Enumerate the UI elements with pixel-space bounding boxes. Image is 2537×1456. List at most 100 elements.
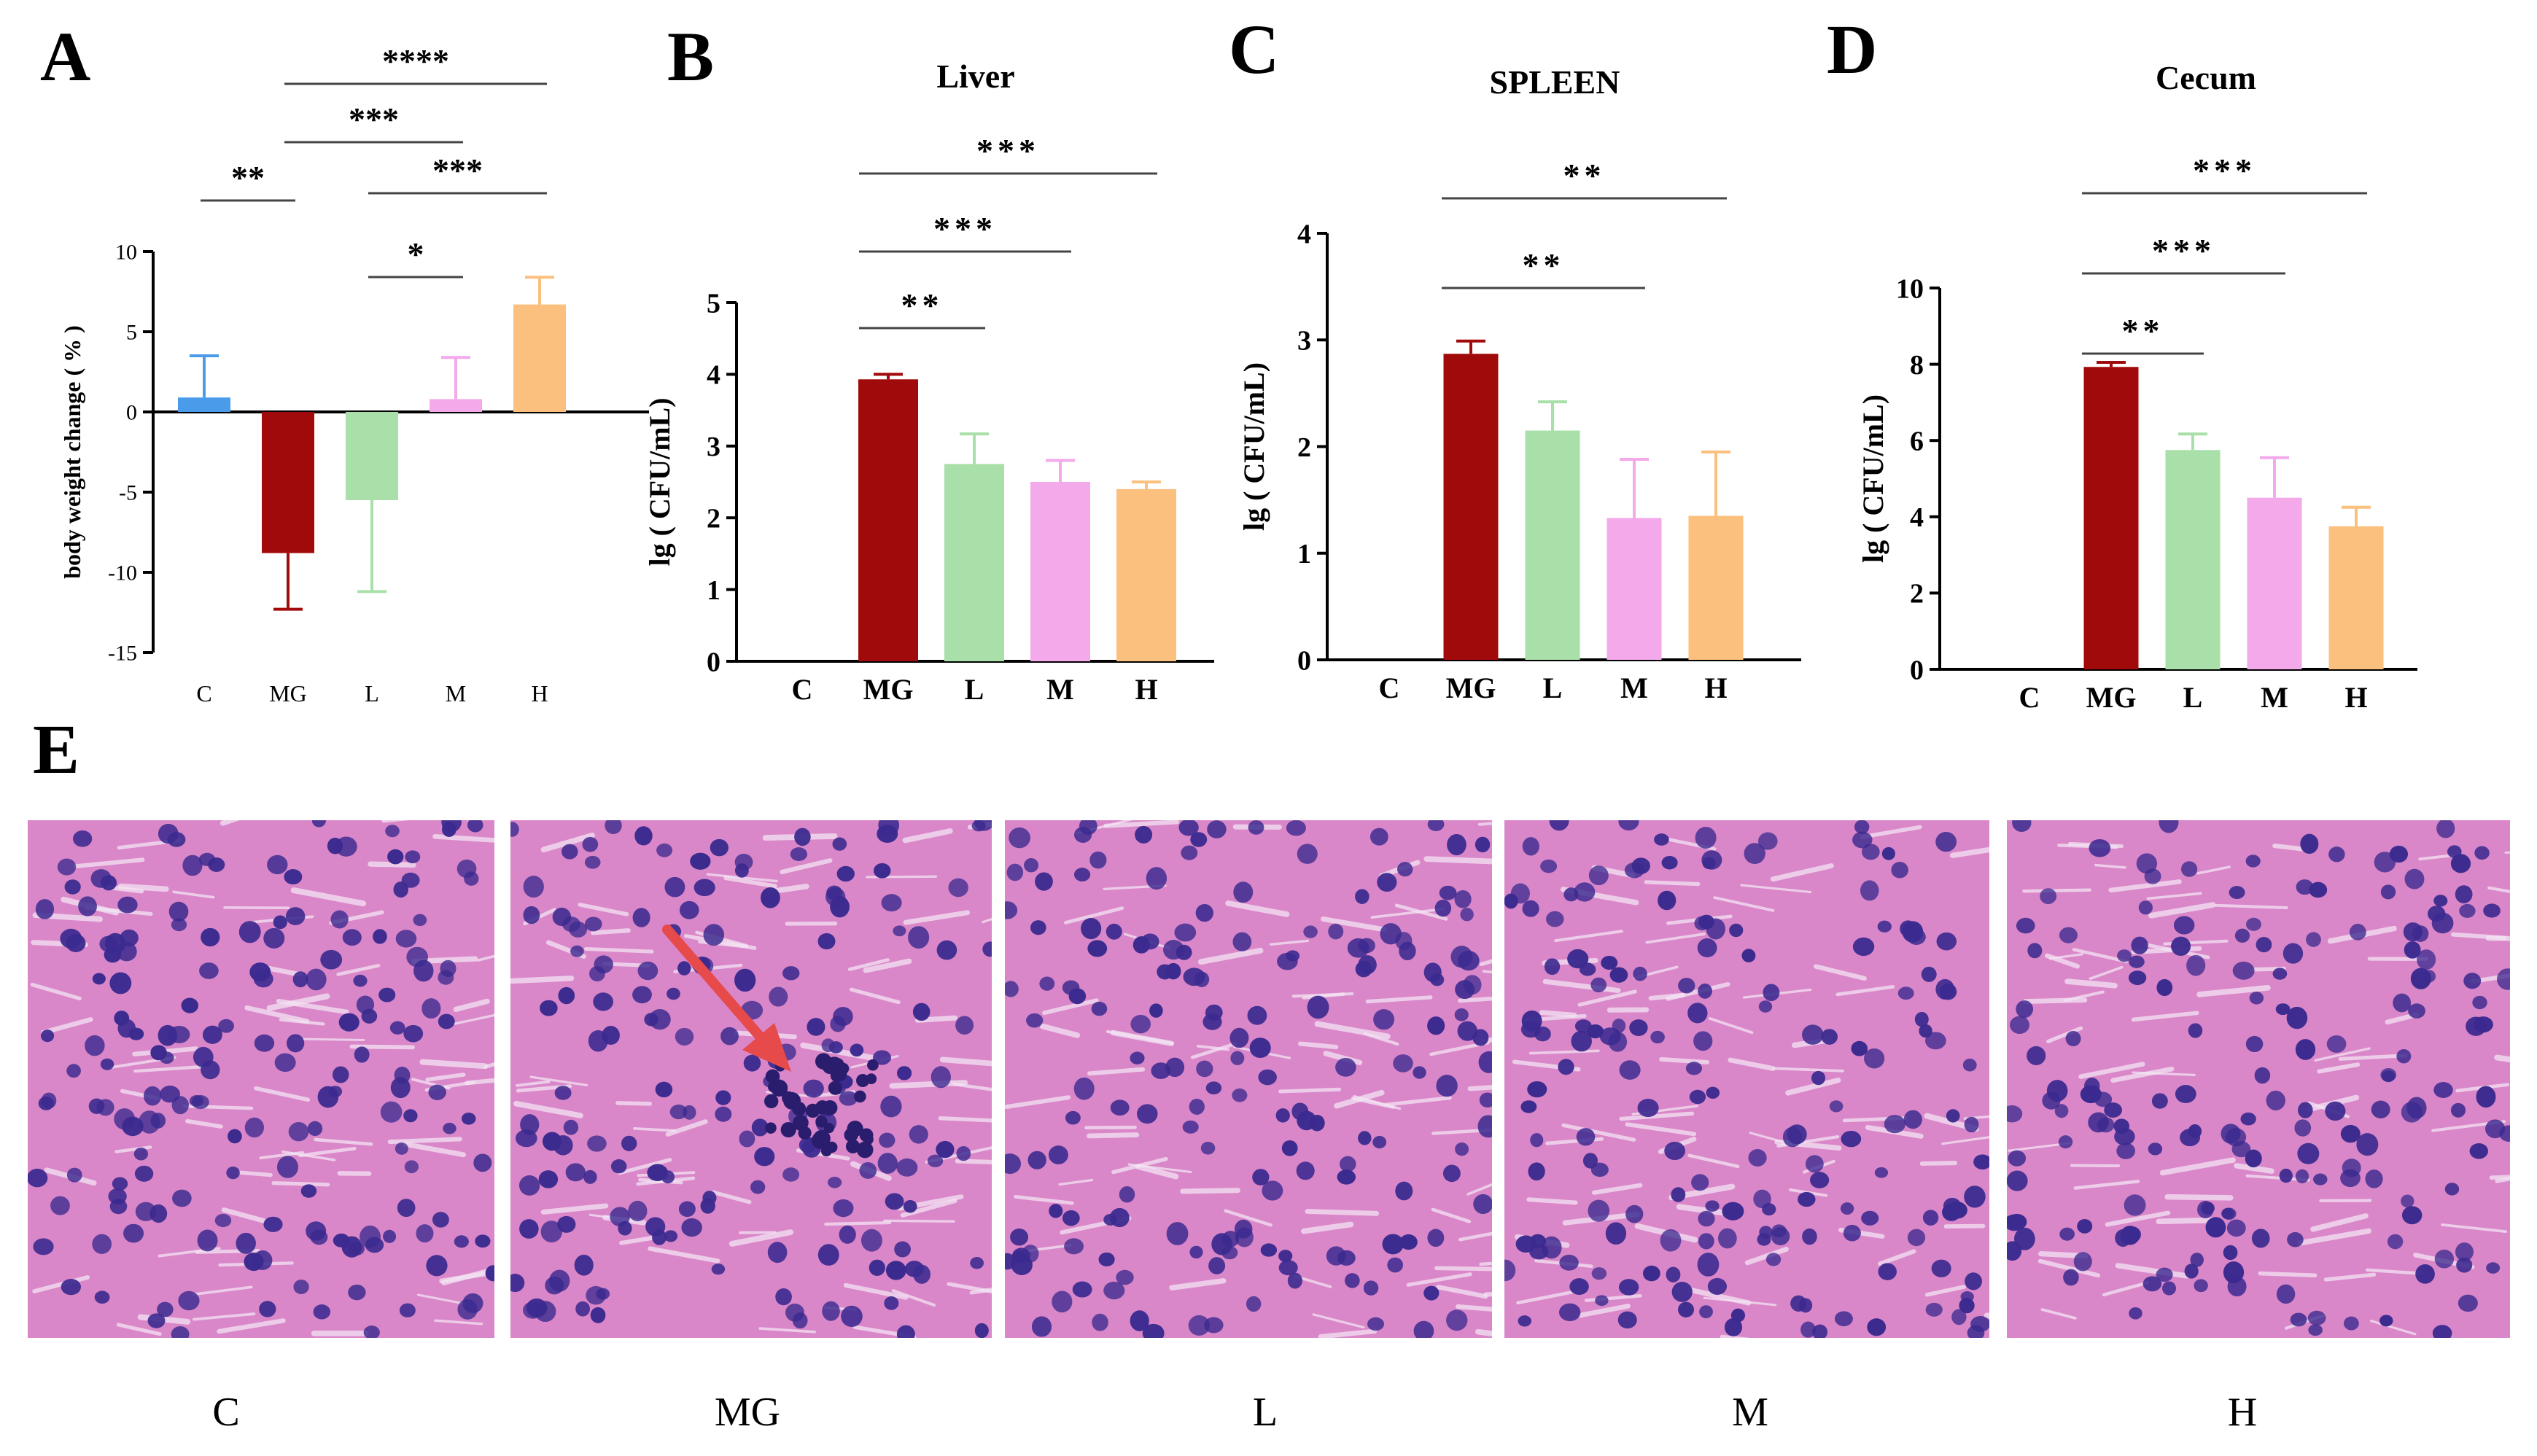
significance-label: ** [1563, 157, 1606, 194]
y-axis-label: body weight change ( % ) [59, 325, 85, 579]
bar-h [1116, 488, 1176, 661]
bar-h [1688, 515, 1744, 660]
significance-label: *** [976, 132, 1040, 169]
significance-label: *** [933, 210, 997, 247]
x-tick-label: L [365, 680, 379, 706]
bar-l [944, 464, 1004, 661]
x-tick-label: H [531, 680, 548, 706]
x-tick-label: L [1543, 671, 1563, 704]
y-tick-label: 6 [1910, 427, 1924, 457]
x-tick-label: H [1704, 671, 1727, 704]
significance-label: ** [1523, 246, 1565, 284]
tissue-texture [1005, 820, 1492, 1338]
tissue-texture [510, 820, 992, 1338]
x-tick-label: C [196, 680, 211, 706]
bar-m [2247, 497, 2302, 669]
significance-label: ** [231, 159, 265, 196]
y-tick-label: 1 [1297, 539, 1311, 569]
y-tick-label: 0 [707, 647, 720, 677]
x-tick-label: MG [269, 680, 307, 706]
x-tick-label: M [1046, 673, 1074, 706]
lesion-arrowhead [742, 1023, 791, 1072]
histology-caption-c: C [212, 1390, 240, 1435]
significance-label: *** [432, 152, 483, 189]
histology-image-mg [510, 820, 992, 1338]
bar-h [513, 304, 566, 412]
x-tick-label: M [446, 680, 466, 706]
x-tick-label: M [1620, 671, 1648, 704]
y-tick-label: 3 [1297, 326, 1311, 357]
y-tick-label: 8 [1910, 350, 1924, 381]
bar-m [1606, 518, 1662, 660]
bar-l [1525, 430, 1580, 660]
significance-label: *** [349, 101, 399, 138]
significance-label: **** [382, 42, 449, 79]
histology-image-c [28, 820, 494, 1338]
bar-mg [858, 379, 918, 661]
bar-mg [2083, 367, 2139, 669]
x-tick-label: MG [863, 673, 914, 706]
x-tick-label: MG [1446, 671, 1496, 704]
significance-label: *** [2152, 232, 2215, 269]
panel-letter-e: E [33, 710, 79, 788]
y-tick-label: 0 [1910, 655, 1924, 685]
significance-label: * [408, 235, 424, 273]
x-tick-label: L [2183, 681, 2203, 714]
bar-c [178, 397, 230, 412]
histology-image-h [2007, 820, 2510, 1338]
bar-mg [1443, 354, 1499, 660]
y-tick-label: 0 [126, 401, 137, 425]
y-tick-label: 2 [707, 504, 720, 534]
panel-letter-c: C [1229, 10, 1279, 88]
bar-m [1030, 482, 1090, 661]
chart-title: Liver [936, 58, 1014, 95]
y-axis-label: lg ( CFU/mL) [1238, 362, 1270, 531]
significance-label: ** [2122, 312, 2164, 349]
tissue-texture [2007, 820, 2510, 1338]
histology-caption-h: H [2227, 1390, 2258, 1435]
significance-label: *** [2193, 152, 2256, 189]
y-tick-label: 2 [1297, 432, 1311, 463]
y-tick-label: 4 [1297, 219, 1311, 249]
bar-h [2328, 526, 2384, 669]
x-tick-label: C [792, 673, 813, 706]
chart-panel-c: C SPLEEN 0 1 2 3 4 lg ( CFU/mL) C MG L M H ** ** [1229, 10, 1801, 704]
x-tick-label: H [2344, 681, 2367, 714]
x-tick-label: M [2261, 681, 2288, 714]
y-tick-label: -10 [108, 561, 137, 585]
panel-letter-d: D [1827, 10, 1877, 88]
bar-mg [262, 412, 314, 553]
histology-caption-mg: MG [714, 1390, 781, 1435]
x-tick-label: MG [2086, 681, 2137, 714]
y-axis-label: lg ( CFU/mL) [643, 397, 676, 566]
panel-letter-b: B [667, 17, 714, 96]
y-tick-label: 5 [707, 288, 720, 319]
x-tick-label: C [1379, 671, 1400, 704]
chart-title: SPLEEN [1490, 63, 1620, 101]
y-tick-label: 0 [1297, 645, 1311, 676]
y-tick-label: 10 [115, 241, 137, 265]
significance-label: ** [901, 287, 944, 324]
histology-image-m [1504, 820, 1989, 1338]
y-tick-label: 4 [707, 360, 720, 391]
y-tick-label: -15 [108, 642, 137, 666]
bar-m [430, 399, 482, 412]
histology-caption-l: L [1252, 1390, 1278, 1435]
panel-letter-a: A [40, 17, 90, 96]
x-tick-label: H [1135, 673, 1157, 706]
y-tick-label: -5 [119, 481, 137, 505]
y-axis-label: lg ( CFU/mL) [1857, 394, 1889, 563]
histology-image-l [1005, 820, 1492, 1338]
bar-l [346, 412, 398, 500]
x-tick-label: C [2019, 681, 2040, 714]
tissue-texture [28, 820, 494, 1338]
chart-title: Cecum [2156, 59, 2256, 96]
tissue-texture [1504, 820, 1989, 1338]
y-tick-label: 5 [126, 321, 137, 345]
y-tick-label: 10 [1896, 273, 1924, 304]
y-tick-label: 3 [707, 432, 720, 462]
